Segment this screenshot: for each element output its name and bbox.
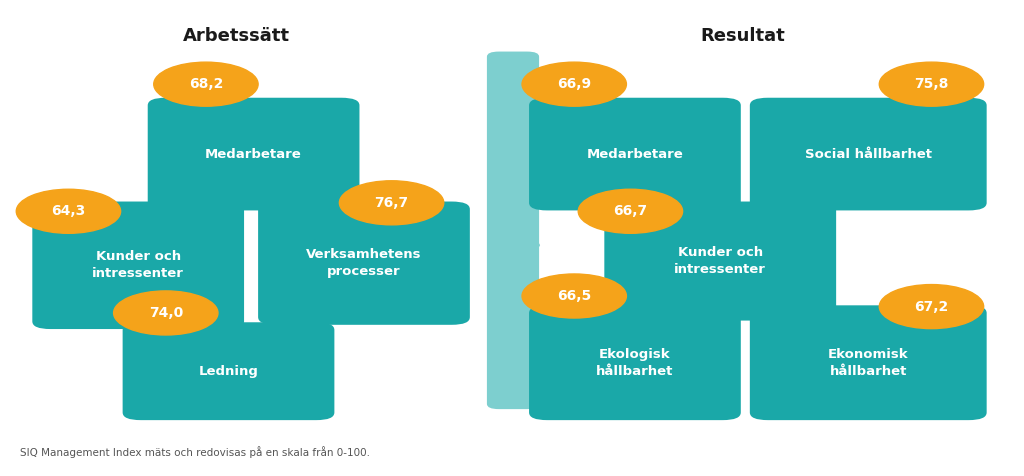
Text: Verksamhetens
processer: Verksamhetens processer <box>306 248 422 278</box>
Text: Ekonomisk
hållbarhet: Ekonomisk hållbarhet <box>828 348 908 378</box>
Circle shape <box>522 274 627 318</box>
FancyBboxPatch shape <box>33 201 244 329</box>
Circle shape <box>579 189 683 233</box>
Text: Ledning: Ledning <box>199 365 258 377</box>
FancyBboxPatch shape <box>750 98 987 210</box>
Text: 66,9: 66,9 <box>557 77 591 91</box>
Circle shape <box>522 62 627 106</box>
Text: 76,7: 76,7 <box>375 196 409 210</box>
Text: Social hållbarhet: Social hållbarhet <box>805 148 932 160</box>
FancyBboxPatch shape <box>123 322 335 420</box>
FancyBboxPatch shape <box>147 98 359 210</box>
Text: 66,7: 66,7 <box>613 204 647 218</box>
Text: Ekologisk
hållbarhet: Ekologisk hållbarhet <box>596 348 674 378</box>
Text: Resultat: Resultat <box>700 27 785 45</box>
Text: 66,5: 66,5 <box>557 289 591 303</box>
Text: Arbetssätt: Arbetssätt <box>182 27 290 45</box>
Text: Medarbetare: Medarbetare <box>205 148 302 160</box>
Circle shape <box>154 62 258 106</box>
FancyBboxPatch shape <box>487 51 539 409</box>
Text: 68,2: 68,2 <box>188 77 223 91</box>
FancyBboxPatch shape <box>604 201 837 320</box>
Circle shape <box>880 285 984 328</box>
Circle shape <box>880 62 984 106</box>
Text: 64,3: 64,3 <box>51 204 86 218</box>
FancyBboxPatch shape <box>258 201 470 325</box>
FancyBboxPatch shape <box>529 305 740 420</box>
Text: Medarbetare: Medarbetare <box>587 148 683 160</box>
Polygon shape <box>499 222 540 268</box>
Text: 67,2: 67,2 <box>914 299 948 314</box>
Text: Kunder och
intressenter: Kunder och intressenter <box>92 250 184 280</box>
Text: 75,8: 75,8 <box>914 77 948 91</box>
Circle shape <box>16 189 121 233</box>
Text: SIQ Management Index mäts och redovisas på en skala från 0-100.: SIQ Management Index mäts och redovisas … <box>20 446 371 458</box>
Text: Kunder och
intressenter: Kunder och intressenter <box>674 246 766 276</box>
Circle shape <box>114 291 218 335</box>
FancyBboxPatch shape <box>750 305 987 420</box>
Text: 74,0: 74,0 <box>148 306 183 320</box>
Circle shape <box>339 181 443 225</box>
FancyBboxPatch shape <box>529 98 740 210</box>
